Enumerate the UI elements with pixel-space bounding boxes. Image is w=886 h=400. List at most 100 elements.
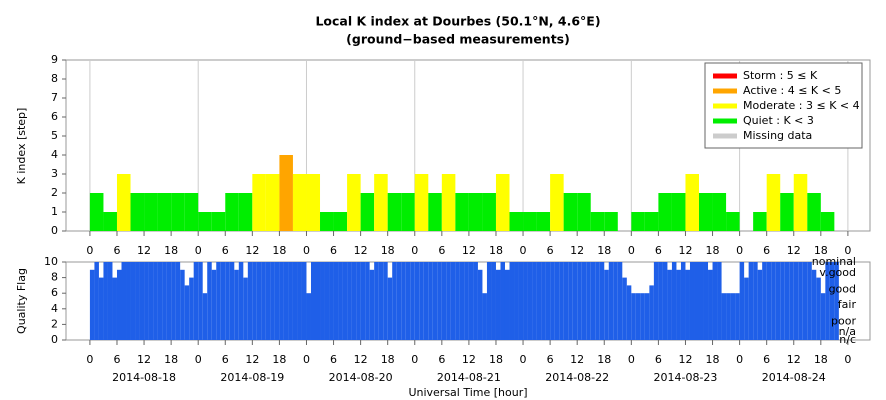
bar <box>604 212 618 231</box>
bar <box>464 262 469 340</box>
bar <box>171 262 176 340</box>
legend-label: Moderate : 3 ≤ K < 4 <box>743 99 860 112</box>
bar <box>198 262 203 340</box>
bar <box>107 262 113 340</box>
x-tick-label: 6 <box>763 244 770 257</box>
bar <box>356 262 361 340</box>
bar <box>351 262 357 340</box>
bar <box>726 293 731 340</box>
bar <box>103 262 108 340</box>
date-label: 2014-08-19 <box>220 371 284 384</box>
bar <box>320 212 334 231</box>
bar <box>216 262 221 340</box>
bar <box>753 262 758 340</box>
x-tick-label: 6 <box>222 353 229 366</box>
date-label: 2014-08-24 <box>762 371 826 384</box>
bar <box>297 262 302 340</box>
y-tick-label: 0 <box>51 224 58 237</box>
bar <box>784 262 790 340</box>
bar <box>347 174 361 231</box>
x-tick-label: 18 <box>489 244 503 257</box>
bar <box>130 262 136 340</box>
bar <box>378 262 384 340</box>
bar <box>527 262 533 340</box>
x-tick-label: 12 <box>245 244 259 257</box>
bar <box>500 262 505 340</box>
x-tick-label: 12 <box>787 244 801 257</box>
bar <box>121 262 127 340</box>
bar <box>256 262 262 340</box>
bar <box>94 262 99 340</box>
x-tick-label: 0 <box>520 244 527 257</box>
bar <box>550 174 564 231</box>
bar <box>112 277 117 340</box>
date-label: 2014-08-23 <box>653 371 717 384</box>
y-tick-label: 5 <box>51 129 58 142</box>
date-label: 2014-08-18 <box>112 371 176 384</box>
bar <box>450 262 456 340</box>
bar <box>491 262 496 340</box>
bar <box>495 174 510 231</box>
x-tick-label: 0 <box>411 353 418 366</box>
bar <box>414 174 429 231</box>
bar <box>225 193 239 231</box>
x-tick-label: 18 <box>597 244 611 257</box>
flag-label: good <box>829 282 856 295</box>
y-tick-label: 6 <box>51 110 58 123</box>
bar <box>644 212 659 231</box>
bar <box>333 212 348 231</box>
bar <box>735 293 740 340</box>
x-tick-label: 12 <box>462 353 476 366</box>
x-tick-label: 0 <box>86 244 93 257</box>
bar <box>432 262 438 340</box>
bar <box>604 269 609 340</box>
bar <box>744 277 749 340</box>
bar <box>807 262 812 340</box>
bar <box>721 293 727 340</box>
bar <box>653 262 659 340</box>
bar <box>279 155 293 231</box>
x-tick-label: 18 <box>814 353 828 366</box>
x-tick-label: 6 <box>330 244 337 257</box>
bar <box>338 262 343 340</box>
bar <box>283 262 289 340</box>
bar <box>730 293 736 340</box>
bar <box>405 262 411 340</box>
flag-label: poor <box>831 314 856 327</box>
bar <box>649 285 654 340</box>
bar <box>414 262 420 340</box>
bar <box>825 262 830 340</box>
x-tick-label: 12 <box>245 353 259 366</box>
bar <box>680 262 686 340</box>
bar <box>148 262 154 340</box>
bar <box>265 174 280 231</box>
bar <box>829 262 835 340</box>
x-tick-label: 0 <box>844 353 851 366</box>
bar <box>473 262 478 340</box>
x-tick-label: 12 <box>137 244 151 257</box>
bar <box>468 262 474 340</box>
y-tick-label: 1 <box>51 205 58 218</box>
bar <box>644 293 650 340</box>
bar <box>608 262 614 340</box>
bar <box>175 262 181 340</box>
x-tick-label: 12 <box>570 244 584 257</box>
bar <box>581 262 587 340</box>
bar <box>504 269 510 340</box>
bar <box>184 285 190 340</box>
bar <box>495 269 501 340</box>
bar <box>157 193 172 231</box>
x-tick-label: 6 <box>438 353 445 366</box>
bar <box>626 285 632 340</box>
bar <box>135 262 140 340</box>
bar <box>220 262 226 340</box>
bar <box>550 262 555 340</box>
bar <box>360 193 375 231</box>
bar <box>144 193 158 231</box>
y-tick-label: 3 <box>51 167 58 180</box>
x-tick-label: 12 <box>787 353 801 366</box>
bar <box>640 293 645 340</box>
bar <box>180 269 185 340</box>
bar <box>748 262 754 340</box>
